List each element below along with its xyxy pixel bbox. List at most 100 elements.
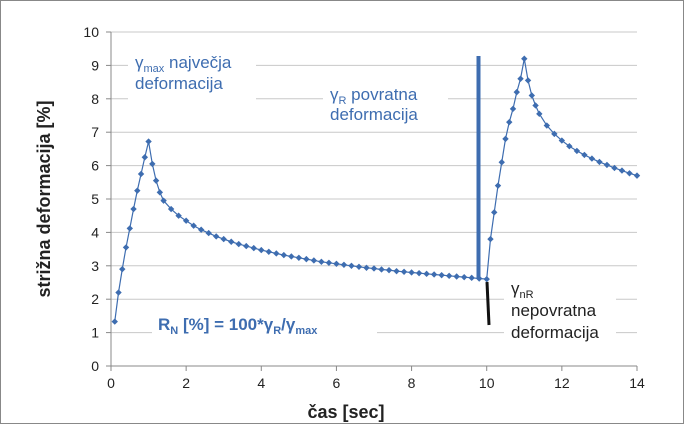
- point: [524, 77, 532, 84]
- point: [438, 271, 445, 279]
- point: [370, 265, 378, 272]
- point: [190, 222, 197, 229]
- x-tick-label: 6: [333, 375, 341, 391]
- y-axis-label: strižna deformacija [%]: [34, 100, 54, 297]
- point: [130, 205, 137, 213]
- point: [205, 229, 212, 237]
- annotation-part: R: [273, 325, 281, 337]
- point: [445, 272, 453, 280]
- point: [149, 160, 156, 168]
- point: [423, 270, 430, 278]
- x-tick-label: 8: [408, 375, 416, 391]
- point: [453, 273, 460, 280]
- annotation-part: γ: [135, 53, 144, 72]
- point: [160, 197, 167, 204]
- point: [408, 269, 415, 276]
- point: [348, 262, 355, 269]
- point: [333, 260, 340, 267]
- point: [618, 167, 626, 174]
- annotation-part: povratna: [346, 85, 417, 104]
- point: [596, 158, 603, 166]
- point: [145, 138, 152, 145]
- point: [288, 253, 295, 260]
- annotation-part: nepovratna: [511, 301, 597, 320]
- annotation-part: R: [158, 315, 170, 334]
- point: [532, 102, 539, 109]
- y-tick-label: 0: [91, 358, 99, 374]
- point: [460, 273, 468, 281]
- point: [611, 164, 618, 172]
- point: [393, 267, 400, 275]
- residual-line: [485, 281, 491, 326]
- annotation-part: deformacija: [330, 105, 418, 124]
- y-tick-label: 6: [91, 158, 99, 174]
- x-axis-label: čas [sec]: [307, 402, 384, 422]
- point: [566, 143, 573, 150]
- y-tick-label: 5: [91, 191, 99, 207]
- point: [115, 289, 122, 296]
- point: [122, 244, 130, 251]
- annotation-part: največja: [164, 53, 232, 72]
- annotation-part: [%] = 100*γ: [178, 315, 274, 334]
- point: [141, 154, 149, 161]
- annotation-box: [504, 276, 616, 342]
- annotation-part: deformacija: [135, 74, 223, 93]
- annotation-part: max: [295, 325, 318, 337]
- point: [265, 248, 272, 255]
- annotation-part: R: [339, 95, 347, 107]
- annotation-part: max: [144, 63, 165, 75]
- point: [513, 88, 520, 96]
- point: [220, 235, 227, 243]
- point: [119, 265, 126, 273]
- point: [273, 250, 280, 257]
- point: [581, 151, 588, 159]
- point: [152, 177, 160, 184]
- point: [483, 275, 490, 283]
- point: [400, 268, 408, 276]
- point: [521, 55, 528, 62]
- point: [415, 269, 423, 277]
- point: [318, 258, 325, 265]
- annotation-box: [128, 50, 256, 102]
- annotation: γR povratna: [330, 85, 418, 107]
- y-tick-label: 7: [91, 124, 99, 140]
- point: [633, 172, 641, 179]
- point: [543, 122, 551, 129]
- point: [280, 251, 288, 259]
- point: [340, 261, 348, 268]
- point: [385, 266, 393, 274]
- point: [134, 187, 141, 194]
- annotation: γmax največja: [135, 53, 232, 75]
- point: [355, 263, 363, 271]
- x-tick-label: 14: [629, 375, 645, 391]
- point: [573, 147, 581, 155]
- point: [228, 238, 235, 245]
- annotation-part: deformacija: [511, 323, 599, 342]
- point: [536, 110, 543, 118]
- point: [258, 246, 265, 254]
- annotation: γnR: [511, 279, 534, 301]
- annotation: RN [%] = 100*γR/γmax: [158, 315, 318, 337]
- point: [363, 264, 370, 272]
- point: [528, 92, 535, 99]
- annotation-part: γ: [511, 279, 520, 298]
- point: [250, 244, 257, 252]
- point: [498, 159, 505, 166]
- point: [509, 105, 517, 113]
- point: [551, 130, 558, 138]
- point: [517, 75, 524, 82]
- point: [111, 318, 118, 325]
- point: [197, 226, 205, 233]
- point: [430, 271, 438, 278]
- point: [156, 189, 164, 196]
- annotation-part: γ: [330, 85, 339, 104]
- point: [325, 259, 333, 266]
- point: [213, 233, 220, 240]
- point: [182, 217, 190, 224]
- point: [137, 170, 145, 178]
- x-tick-label: 10: [479, 375, 495, 391]
- point: [494, 182, 502, 189]
- point: [310, 257, 318, 264]
- y-tick-label: 9: [91, 57, 99, 73]
